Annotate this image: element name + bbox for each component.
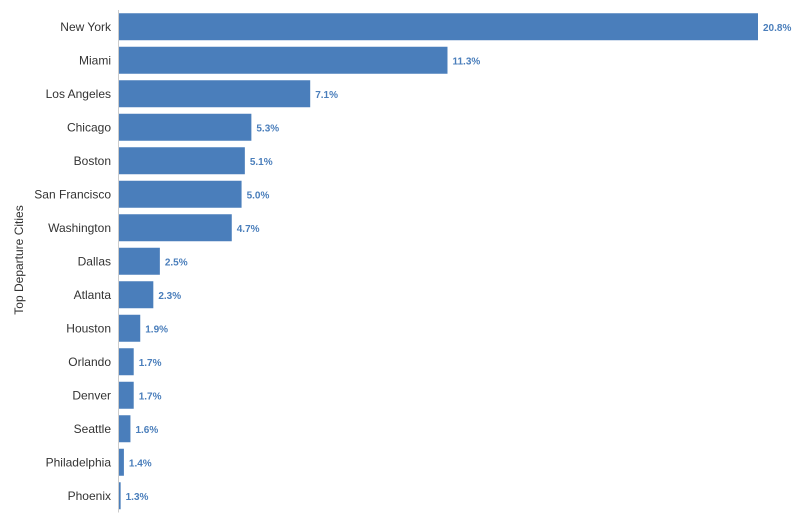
category-label: Orlando — [68, 355, 111, 369]
bar-miami — [119, 46, 448, 74]
bar-washington — [119, 214, 232, 242]
bar-orlando — [119, 348, 134, 376]
category-label: Dallas — [78, 254, 111, 268]
bar-atlanta — [119, 281, 154, 309]
bar-new-york — [119, 13, 758, 41]
value-label: 7.1% — [315, 90, 338, 101]
bars-group: New York 20.8% Miami 11.3% Los Angeles 7.1% Ch… — [34, 13, 791, 510]
category-label: Chicago — [67, 120, 111, 134]
category-label: New York — [60, 20, 112, 34]
bar-houston — [119, 314, 141, 342]
bar-dallas — [119, 247, 160, 275]
value-label: 5.0% — [247, 190, 270, 201]
value-label: 20.8% — [763, 23, 791, 34]
bar-los-angeles — [119, 80, 311, 108]
value-label: 2.3% — [158, 291, 181, 302]
value-label: 5.3% — [256, 123, 279, 134]
category-label: Los Angeles — [46, 87, 111, 101]
bar-san-francisco — [119, 180, 242, 208]
category-label: Miami — [79, 53, 111, 67]
bar-boston — [119, 147, 245, 175]
category-label: Philadelphia — [46, 455, 112, 469]
value-label: 1.7% — [139, 391, 162, 402]
category-label: Washington — [48, 221, 111, 235]
category-label: Boston — [74, 154, 111, 168]
y-axis-title: Top Departure Cities — [12, 205, 26, 314]
bar-chicago — [119, 113, 252, 141]
category-label: Seattle — [74, 422, 112, 436]
value-label: 4.7% — [237, 224, 260, 235]
bar-philadelphia — [119, 448, 124, 476]
value-label: 1.3% — [126, 492, 149, 503]
category-label: San Francisco — [34, 187, 111, 201]
value-label: 11.3% — [452, 56, 480, 67]
category-label: Phoenix — [68, 489, 111, 503]
category-label: Denver — [72, 388, 111, 402]
bar-phoenix — [119, 482, 121, 510]
value-label: 1.7% — [139, 358, 162, 369]
bar-seattle — [119, 415, 131, 443]
value-label: 2.5% — [165, 257, 188, 268]
value-label: 5.1% — [250, 157, 273, 168]
value-label: 1.6% — [135, 425, 158, 436]
category-label: Atlanta — [74, 288, 112, 302]
category-label: Houston — [66, 321, 111, 335]
value-label: 1.4% — [129, 458, 152, 469]
bar-denver — [119, 381, 134, 409]
value-label: 1.9% — [145, 324, 168, 335]
